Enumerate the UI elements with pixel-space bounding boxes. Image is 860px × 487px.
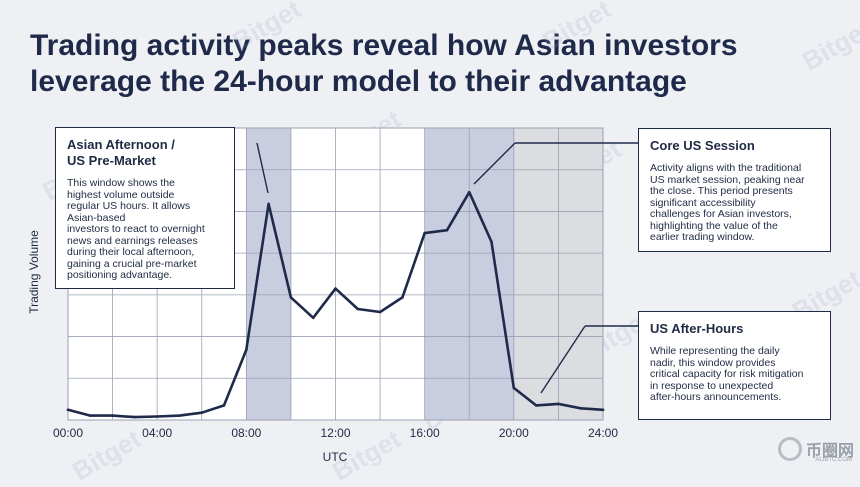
annotation-body: This window shows the highest volume out… — [67, 177, 205, 281]
data-point — [445, 228, 449, 232]
x-tick-label: 24:00 — [588, 426, 618, 440]
x-tick-label: 16:00 — [410, 426, 440, 440]
data-point — [534, 404, 538, 407]
data-point — [512, 386, 516, 390]
data-point — [356, 307, 360, 311]
x-axis-label: UTC — [322, 450, 348, 464]
data-point — [88, 414, 92, 417]
source-logo-text: 币圈网 — [805, 443, 854, 460]
annotation-body: While representing the daily nadir, this… — [650, 345, 804, 403]
logo-circle-icon — [777, 437, 802, 461]
source-logo: 币圈网 ALIBTC.COM — [777, 437, 854, 463]
annotation-body: Activity aligns with the traditional US … — [650, 162, 805, 243]
annotation-title: Asian Afternoon / US Pre-Market — [67, 137, 175, 168]
data-point — [200, 411, 204, 415]
data-point — [401, 296, 404, 299]
connector-line — [256, 142, 269, 194]
data-point — [423, 231, 426, 235]
data-point — [222, 404, 226, 407]
annotation-title: Core US Session — [650, 138, 755, 153]
data-point — [245, 348, 248, 352]
data-point — [267, 202, 270, 206]
connector-line — [540, 325, 586, 394]
source-logo-sub: ALIBTC.COM — [815, 457, 852, 463]
data-point — [601, 408, 605, 412]
data-point — [557, 402, 560, 406]
y-axis-label: Trading Volume — [27, 230, 41, 314]
annotation-title: US After-Hours — [650, 321, 744, 336]
highlight-band-0 — [246, 128, 291, 420]
chart-title: Trading activity peaks reveal how Asian … — [30, 29, 738, 98]
data-point — [289, 296, 293, 299]
annotation-us-after-hours: US After-Hours While representing the da… — [638, 311, 831, 420]
data-point — [155, 415, 159, 418]
x-tick-label: 08:00 — [231, 426, 261, 440]
data-point — [66, 408, 70, 412]
data-point — [133, 415, 137, 419]
data-point — [334, 287, 337, 290]
x-tick-label: 04:00 — [142, 426, 172, 440]
connector-line — [473, 142, 516, 185]
data-point — [311, 316, 315, 320]
data-point — [467, 190, 471, 194]
data-point — [111, 414, 114, 417]
annotation-asian-afternoon: Asian Afternoon / US Pre-Market This win… — [55, 127, 235, 289]
annotation-core-us-session: Core US Session Activity aligns with the… — [638, 128, 831, 252]
x-tick-label: 12:00 — [320, 426, 350, 440]
data-point — [579, 407, 583, 410]
x-tick-label: 20:00 — [499, 426, 529, 440]
data-point — [178, 414, 181, 417]
data-point — [490, 240, 493, 244]
x-tick-label: 00:00 — [53, 426, 83, 440]
data-point — [378, 310, 382, 314]
